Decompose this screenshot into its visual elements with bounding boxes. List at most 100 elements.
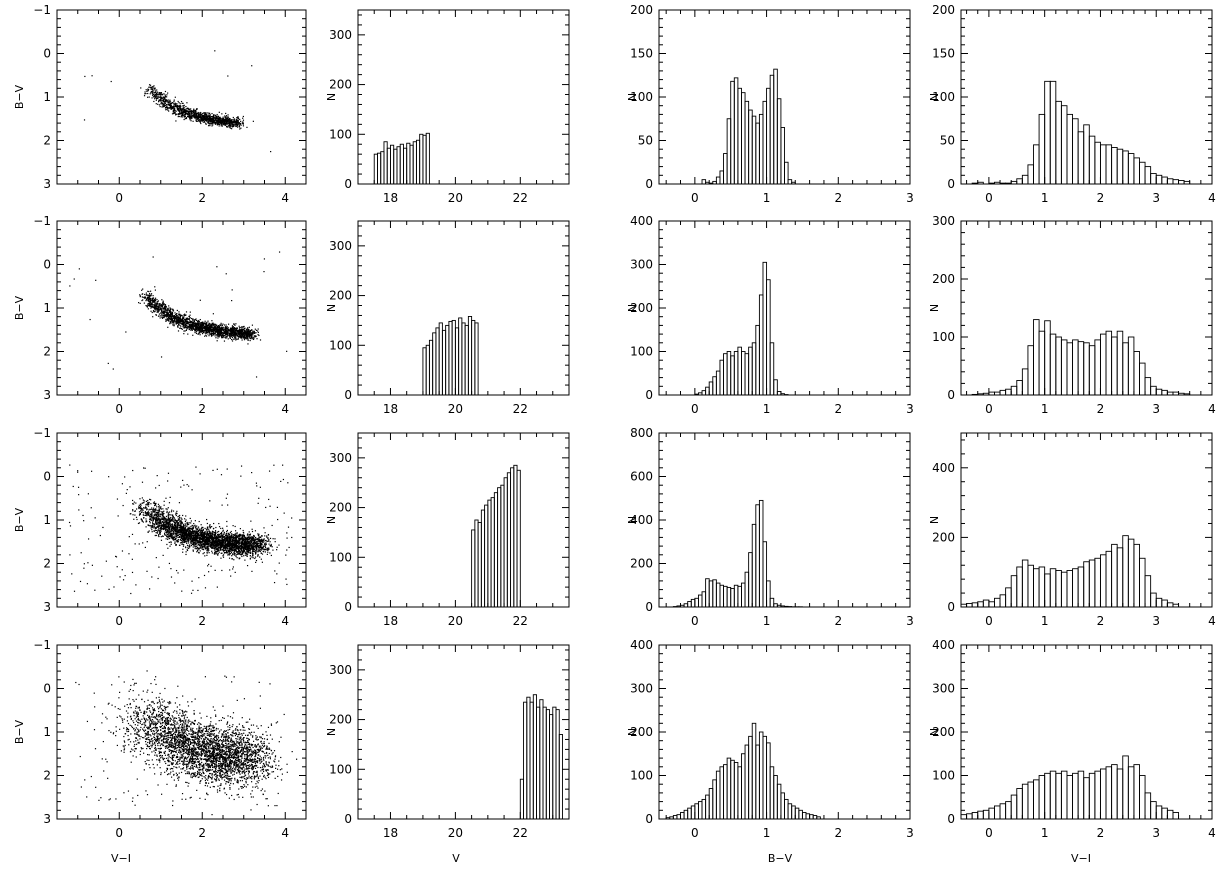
scatter-point bbox=[242, 117, 244, 119]
histogram-bar bbox=[787, 179, 793, 185]
scatter-point bbox=[206, 518, 208, 521]
histogram-bar bbox=[1055, 100, 1062, 185]
scatter-point bbox=[219, 329, 221, 331]
scatter-point bbox=[212, 331, 214, 334]
scatter-point bbox=[233, 335, 235, 337]
scatter-point bbox=[214, 50, 216, 52]
scatter-point bbox=[217, 328, 219, 331]
scatter-point bbox=[153, 87, 155, 89]
scatter-point bbox=[233, 118, 235, 120]
scatter-point bbox=[174, 96, 176, 98]
scatter-point bbox=[141, 299, 143, 302]
scatter-point bbox=[237, 116, 239, 118]
scatter-point bbox=[246, 555, 248, 557]
scatter-point bbox=[209, 333, 211, 335]
scatter-point bbox=[167, 538, 169, 541]
scatter-point bbox=[235, 339, 237, 341]
scatter-point bbox=[249, 330, 251, 332]
y-tick-label: 0 bbox=[43, 47, 51, 61]
scatter-point bbox=[234, 324, 236, 326]
scatter-point bbox=[209, 123, 211, 125]
scatter-point bbox=[219, 118, 221, 120]
scatter-point bbox=[218, 333, 220, 335]
histogram-bar bbox=[762, 261, 768, 396]
scatter-point bbox=[171, 105, 173, 108]
scatter-point bbox=[250, 329, 252, 332]
scatter-point bbox=[221, 334, 223, 336]
scatter-point bbox=[157, 514, 160, 516]
scatter-point bbox=[194, 330, 197, 332]
histogram-bar bbox=[412, 141, 417, 185]
plot-frame bbox=[658, 220, 911, 396]
scatter-point bbox=[182, 541, 184, 543]
scatter-point bbox=[214, 123, 217, 125]
scatter-point bbox=[257, 533, 259, 535]
histogram-bar bbox=[1088, 135, 1096, 185]
scatter-point bbox=[216, 266, 218, 268]
scatter-point bbox=[183, 327, 185, 329]
scatter-point bbox=[145, 504, 147, 506]
scatter-point bbox=[185, 329, 187, 331]
scatter-point bbox=[244, 336, 246, 338]
scatter-point bbox=[189, 323, 191, 326]
scatter-point bbox=[159, 105, 161, 108]
scatter-point bbox=[195, 109, 197, 111]
scatter-point bbox=[225, 115, 227, 118]
scatter-point bbox=[231, 325, 234, 327]
scatter-point bbox=[191, 111, 193, 113]
scatter-point bbox=[195, 115, 197, 118]
scatter-point bbox=[159, 307, 162, 309]
scatter-point bbox=[196, 325, 198, 327]
scatter-point bbox=[198, 534, 201, 537]
scatter-point bbox=[219, 326, 221, 329]
scatter-point bbox=[234, 336, 236, 339]
scatter-point bbox=[251, 536, 253, 538]
y-tick-label: 100 bbox=[932, 330, 955, 344]
scatter-point bbox=[167, 513, 169, 516]
scatter-point bbox=[176, 525, 178, 527]
scatter-point bbox=[193, 110, 195, 112]
scatter-point bbox=[202, 541, 204, 543]
scatter-point bbox=[228, 334, 230, 336]
scatter-point bbox=[241, 539, 243, 541]
scatter-point bbox=[156, 305, 158, 308]
scatter-point bbox=[189, 325, 191, 327]
scatter-point bbox=[185, 553, 187, 556]
scatter-point bbox=[208, 530, 210, 532]
scatter-point bbox=[167, 100, 169, 102]
scatter-point bbox=[216, 119, 219, 122]
scatter-point bbox=[263, 258, 266, 260]
scatter-point bbox=[179, 106, 181, 108]
scatter-point bbox=[178, 106, 180, 108]
scatter-point bbox=[159, 99, 161, 101]
scatter-point bbox=[154, 303, 156, 305]
scatter-point bbox=[154, 503, 156, 506]
scatter-point bbox=[151, 88, 153, 90]
histogram-bar bbox=[719, 359, 724, 396]
scatter-point bbox=[165, 99, 167, 101]
scatter-point bbox=[151, 507, 153, 509]
scatter-point bbox=[193, 320, 195, 322]
scatter-point bbox=[225, 115, 228, 117]
scatter-point bbox=[150, 294, 152, 296]
scatter-point bbox=[177, 100, 179, 103]
histogram-bar bbox=[1021, 368, 1029, 396]
scatter-point bbox=[157, 94, 159, 96]
scatter-point bbox=[251, 536, 253, 538]
histogram-bar bbox=[784, 161, 789, 185]
scatter-point bbox=[225, 122, 228, 124]
scatter-point bbox=[151, 94, 154, 96]
scatter-point bbox=[241, 339, 243, 341]
scatter-point bbox=[209, 325, 212, 327]
scatter-point bbox=[183, 330, 185, 332]
scatter-point bbox=[178, 102, 180, 104]
scatter-point bbox=[161, 96, 163, 99]
scatter-point bbox=[191, 317, 193, 320]
scatter-point bbox=[144, 546, 146, 549]
scatter-point bbox=[204, 113, 206, 115]
scatter-point bbox=[205, 335, 208, 337]
scatter-point bbox=[193, 538, 195, 540]
scatter-point bbox=[173, 99, 175, 101]
histogram-bar bbox=[1038, 113, 1046, 185]
